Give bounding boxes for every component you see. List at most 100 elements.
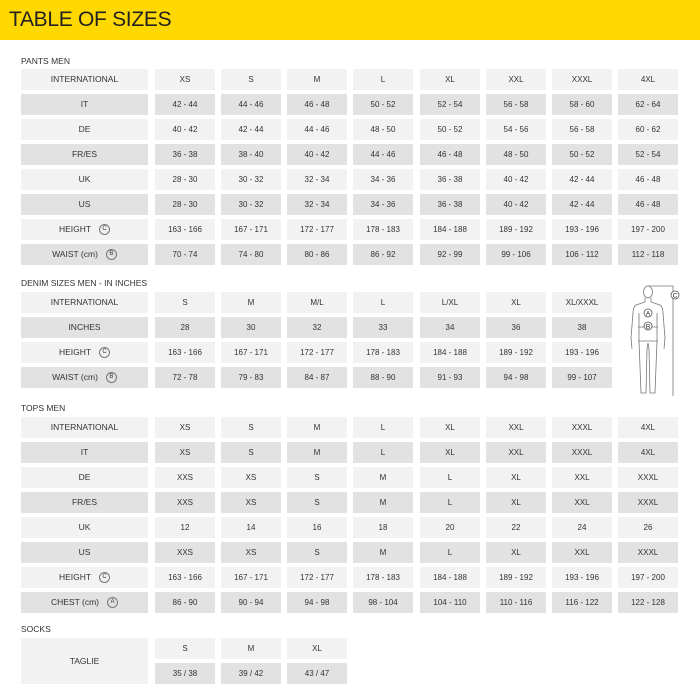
section-title: PANTS MEN bbox=[21, 56, 70, 66]
marker-a-icon: A bbox=[643, 308, 653, 318]
marker-c-icon: C bbox=[99, 572, 111, 584]
table-cell: XXS bbox=[155, 467, 215, 488]
table-cell: 34 - 36 bbox=[353, 194, 413, 215]
table-cell: 167 - 171 bbox=[221, 567, 281, 588]
marker-a-icon: A bbox=[107, 597, 118, 609]
table-cell: 167 - 171 bbox=[221, 219, 281, 240]
table-cell: 30 - 32 bbox=[221, 169, 281, 190]
table-cell: 36 - 38 bbox=[420, 169, 480, 190]
table-cell: 184 - 188 bbox=[420, 342, 480, 363]
row-label-text: HEIGHT bbox=[58, 347, 92, 357]
table-cell: 88 - 90 bbox=[353, 367, 413, 388]
header-bar: TABLE OF SIZES bbox=[0, 0, 700, 40]
table-cell: 56 - 58 bbox=[486, 94, 546, 115]
table-cell: 112 - 118 bbox=[618, 244, 678, 265]
table-cell: 4XL bbox=[618, 69, 678, 90]
table-cell: XXL bbox=[486, 69, 546, 90]
table-cell: 92 - 99 bbox=[420, 244, 480, 265]
table-cell: 189 - 192 bbox=[486, 342, 546, 363]
table-cell: 79 - 83 bbox=[221, 367, 281, 388]
table-cell: S bbox=[155, 292, 215, 313]
table-cell: XL bbox=[420, 69, 480, 90]
table-cell: 163 - 166 bbox=[155, 342, 215, 363]
table-cell: 106 - 112 bbox=[552, 244, 612, 265]
row-label: WAIST (cm) B bbox=[21, 367, 148, 388]
table-cell: M/L bbox=[287, 292, 347, 313]
table-cell: 36 bbox=[486, 317, 546, 338]
row-label: FR/ES bbox=[21, 144, 148, 165]
row-label: DE bbox=[21, 467, 148, 488]
table-cell: 48 - 50 bbox=[486, 144, 546, 165]
row-label: UK bbox=[21, 169, 148, 190]
table-cell: 197 - 200 bbox=[618, 567, 678, 588]
svg-text:C: C bbox=[673, 293, 678, 300]
table-cell: L bbox=[353, 417, 413, 438]
table-cell: S bbox=[221, 417, 281, 438]
table-cell: 52 - 54 bbox=[618, 144, 678, 165]
table-cell: XL bbox=[486, 292, 546, 313]
section-title: DENIM SIZES MEN - IN INCHES bbox=[21, 278, 148, 288]
table-cell: 42 - 44 bbox=[221, 119, 281, 140]
table-cell: 110 - 116 bbox=[486, 592, 546, 613]
table-cell: 44 - 46 bbox=[221, 94, 281, 115]
table-cell: 32 bbox=[287, 317, 347, 338]
table-cell: 163 - 166 bbox=[155, 567, 215, 588]
table-cell: 32 - 34 bbox=[287, 194, 347, 215]
table-cell: 16 bbox=[287, 517, 347, 538]
section-title: SOCKS bbox=[21, 624, 51, 634]
table-cell: 197 - 200 bbox=[618, 219, 678, 240]
table-cell: 48 - 50 bbox=[353, 119, 413, 140]
table-cell: 178 - 183 bbox=[353, 342, 413, 363]
table-cell: 40 - 42 bbox=[287, 144, 347, 165]
table-cell: 24 bbox=[552, 517, 612, 538]
table-cell: 12 bbox=[155, 517, 215, 538]
body-measurement-figure: A B C bbox=[630, 285, 680, 396]
table-cell: 193 - 196 bbox=[552, 567, 612, 588]
table-cell: XXXL bbox=[618, 542, 678, 563]
table-cell: 46 - 48 bbox=[287, 94, 347, 115]
table-cell: S bbox=[287, 492, 347, 513]
table-cell: 39 / 42 bbox=[221, 663, 281, 684]
row-label-text: UK bbox=[78, 522, 91, 532]
table-cell: 104 - 110 bbox=[420, 592, 480, 613]
table-cell: 38 bbox=[552, 317, 612, 338]
table-cell: XXL bbox=[486, 417, 546, 438]
table-cell: 172 - 177 bbox=[287, 567, 347, 588]
table-cell: 116 - 122 bbox=[552, 592, 612, 613]
table-cell: 36 - 38 bbox=[420, 194, 480, 215]
table-cell: 38 - 40 bbox=[221, 144, 281, 165]
table-cell: 44 - 46 bbox=[287, 119, 347, 140]
row-label: FR/ES bbox=[21, 492, 148, 513]
marker-b-icon: B bbox=[643, 321, 653, 331]
table-cell: XL bbox=[287, 638, 347, 659]
table-cell: L bbox=[353, 69, 413, 90]
row-label: US bbox=[21, 542, 148, 563]
table-cell: 178 - 183 bbox=[353, 219, 413, 240]
table-cell: XL bbox=[420, 442, 480, 463]
marker-c-icon: C bbox=[99, 347, 111, 359]
row-label-text: US bbox=[78, 547, 91, 557]
table-cell: 172 - 177 bbox=[287, 342, 347, 363]
table-cell: 22 bbox=[486, 517, 546, 538]
table-cell: M bbox=[221, 638, 281, 659]
table-cell: 26 bbox=[618, 517, 678, 538]
row-label: UK bbox=[21, 517, 148, 538]
row-label: DE bbox=[21, 119, 148, 140]
table-cell: XXXL bbox=[618, 467, 678, 488]
table-cell: 74 - 80 bbox=[221, 244, 281, 265]
table-cell: 172 - 177 bbox=[287, 219, 347, 240]
table-cell: L bbox=[420, 542, 480, 563]
marker-b-icon: B bbox=[105, 249, 117, 261]
table-cell: 4XL bbox=[618, 442, 678, 463]
marker-b-icon: B bbox=[105, 372, 117, 384]
table-cell: 163 - 166 bbox=[155, 219, 215, 240]
table-cell: XL bbox=[486, 467, 546, 488]
row-label-text: INTERNATIONAL bbox=[50, 297, 119, 307]
table-cell: XXXL bbox=[618, 492, 678, 513]
row-label-text: INCHES bbox=[68, 322, 101, 332]
row-label-text: WAIST (cm) bbox=[52, 372, 98, 382]
table-cell: 86 - 92 bbox=[353, 244, 413, 265]
row-label: HEIGHT C bbox=[21, 567, 148, 588]
table-cell: 184 - 188 bbox=[420, 567, 480, 588]
table-cell: 28 - 30 bbox=[155, 194, 215, 215]
